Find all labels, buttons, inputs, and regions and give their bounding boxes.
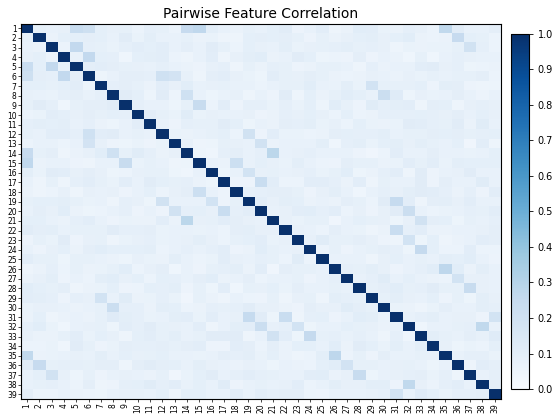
Title: Pairwise Feature Correlation: Pairwise Feature Correlation (163, 7, 358, 21)
